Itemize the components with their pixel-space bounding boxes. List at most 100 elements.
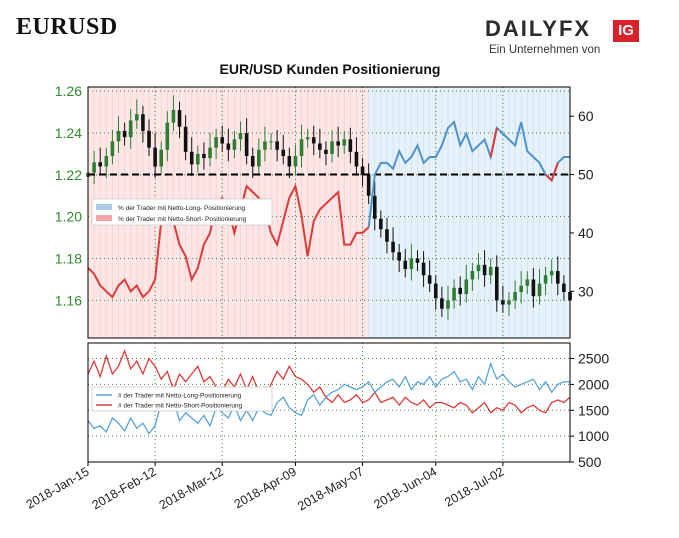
- bottom-legend-label: # der Trader mit Netto-Short-Positionier…: [118, 403, 243, 410]
- y-bottom-tick-label: 2500: [578, 351, 609, 367]
- candle-body: [232, 139, 237, 150]
- candle-body: [391, 241, 395, 253]
- net-short-pct-segment: [489, 127, 498, 158]
- logo-tagline: Ein Unternehmen von: [489, 44, 601, 56]
- candle-body: [110, 141, 115, 157]
- y-right-tick-label: 60: [578, 108, 594, 124]
- x-tick-label: 2018-Jul-02: [442, 464, 506, 509]
- candle-body: [147, 130, 151, 148]
- candle-body: [458, 287, 462, 295]
- candle-body: [549, 271, 554, 276]
- candle-body: [196, 153, 200, 165]
- candle-body: [440, 298, 444, 309]
- candle-body: [159, 149, 164, 167]
- candle-body: [452, 287, 456, 301]
- candle-body: [220, 137, 225, 144]
- y-left-tick-label: 1.16: [55, 292, 82, 308]
- candle-body: [427, 275, 432, 284]
- candle-body: [543, 275, 548, 284]
- logo-brand-main: DAILY: [485, 16, 559, 41]
- chart-title: EUR/USD Kunden Positionierung: [220, 61, 441, 77]
- top-legend-label: % der Trader mit Netto-Short- Positionie…: [118, 216, 247, 223]
- top-legend-box: [91, 198, 273, 226]
- y-left-tick-label: 1.18: [55, 251, 82, 267]
- y-bottom-tick-label: 1500: [578, 402, 609, 418]
- candle-body: [366, 174, 371, 196]
- x-tick-label: 2018-Jan-15: [24, 464, 92, 511]
- candle-body: [281, 149, 286, 157]
- candle-body: [562, 283, 566, 292]
- candle-body: [336, 141, 340, 146]
- y-bottom-tick-label: 2000: [578, 376, 609, 392]
- y-right-tick-label: 40: [578, 225, 594, 241]
- candle-body: [250, 156, 255, 167]
- dailyfx-logo: DAILYFX IG Ein Unternehmen von: [485, 14, 650, 62]
- ig-badge: IG: [613, 20, 639, 42]
- top-legend-label: % der Trader mit Netto-Long- Positionier…: [118, 205, 246, 212]
- candle-body: [330, 141, 334, 154]
- candle-body: [275, 141, 279, 150]
- candle-body: [92, 162, 96, 173]
- candle-body: [177, 110, 182, 127]
- candle-body: [244, 133, 249, 157]
- candle-body: [470, 271, 475, 280]
- candle-body: [311, 137, 316, 144]
- candle-body: [263, 141, 267, 150]
- logo-brand: DAILYFX: [485, 16, 591, 42]
- candle-body: [354, 151, 359, 167]
- y-left-tick-label: 1.24: [55, 125, 82, 141]
- candle-body: [128, 120, 133, 138]
- candle-body: [305, 137, 310, 140]
- x-tick-label: 2018-Apr-09: [232, 464, 299, 511]
- candle-body: [415, 258, 420, 263]
- candle-body: [171, 110, 176, 123]
- candle-body: [318, 143, 322, 150]
- y-right-tick-label: 50: [578, 167, 594, 183]
- candle-body: [385, 229, 389, 242]
- candle-body: [360, 166, 365, 175]
- candle-body: [299, 139, 304, 157]
- candle-body: [433, 283, 438, 299]
- bottom-legend-label: # der Trader mit Netto-Long-Positionieru…: [118, 393, 242, 400]
- candle-body: [476, 264, 481, 272]
- candle-body: [287, 156, 292, 167]
- x-tick-label: 2018-Feb-12: [90, 464, 159, 512]
- bottom-frame: [87, 342, 571, 463]
- candle-body: [293, 156, 298, 167]
- bottom-legend-box: [91, 386, 273, 412]
- y-left-tick-label: 1.26: [55, 83, 82, 99]
- candle-body: [116, 130, 121, 142]
- candle-body: [409, 258, 414, 269]
- candle-body: [537, 283, 542, 297]
- candle-body: [397, 252, 401, 261]
- candle-body: [183, 126, 188, 152]
- candle-body: [482, 264, 487, 276]
- bottom-panel: 2500 2000 1500 1000 500 # der Trader mit Nett…: [87, 342, 609, 470]
- candle-body: [165, 122, 170, 150]
- candle-body: [98, 162, 103, 167]
- candle-body: [104, 156, 109, 167]
- bottom-legend: # der Trader mit Netto-Long-Positionieru…: [91, 386, 273, 412]
- candle-body: [513, 291, 517, 301]
- top-legend: % der Trader mit Netto-Long- Positionier…: [91, 198, 273, 226]
- candle-body: [446, 300, 450, 309]
- x-tick-label: 2018-Jun-04: [371, 464, 439, 511]
- candle-body: [488, 266, 493, 276]
- y-right-tick-label: 30: [578, 283, 594, 299]
- y-bottom-tick-label: 1000: [578, 428, 609, 444]
- candle-body: [519, 285, 523, 292]
- candle-body: [372, 195, 377, 219]
- candle-body: [238, 133, 243, 140]
- logo-brand-fx: FX: [558, 16, 592, 41]
- top-legend-swatch: [96, 204, 112, 210]
- candle-body: [403, 260, 408, 269]
- candle-body: [269, 141, 273, 143]
- top-panel: 1.26 1.24 1.22 1.20 1.18 1.16 60 50 40 30 % der Tr…: [55, 83, 594, 339]
- top-frame: [87, 86, 571, 339]
- candle-body: [202, 153, 206, 159]
- candle-body: [421, 262, 426, 276]
- candle-body: [214, 137, 218, 148]
- x-tick-label: 2018-May-07: [295, 464, 366, 513]
